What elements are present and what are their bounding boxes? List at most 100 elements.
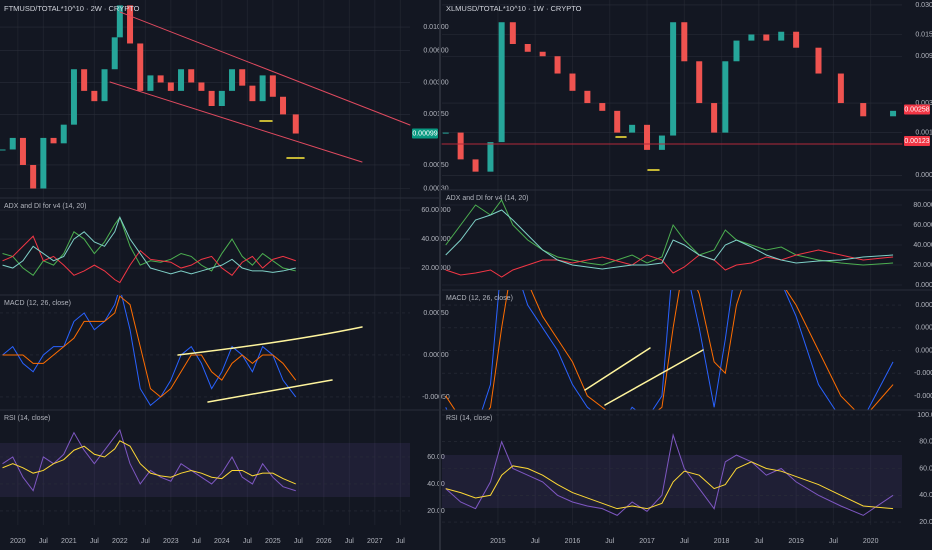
pane-label: RSI (14, close) <box>4 415 50 422</box>
candle <box>127 5 134 44</box>
pane-label: RSI (14, close) <box>446 415 492 422</box>
candle <box>147 75 154 91</box>
candle <box>599 103 606 111</box>
candle <box>137 43 144 91</box>
y-tick-label: 20.00000 <box>421 265 450 272</box>
candle <box>837 73 844 104</box>
y-tick-label: 0.00030 <box>423 185 448 192</box>
indicator-line <box>445 433 894 516</box>
y-tick-label: 0.00150 <box>423 111 448 118</box>
candle <box>509 22 516 44</box>
chart-title: FTMUSD/TOTAL*10^10 · 2W · CRYPTO <box>4 4 140 13</box>
y-tick-label: 0.01000 <box>423 24 448 31</box>
x-tick-label: 2020 <box>10 538 26 545</box>
candle <box>50 137 57 144</box>
indicator-line <box>2 428 296 492</box>
y-tick-label: 40.00 <box>427 481 445 488</box>
candle <box>280 96 287 115</box>
candle <box>554 56 561 74</box>
rsi-band <box>442 455 902 508</box>
candle <box>457 132 464 160</box>
price-label: 0.00099 <box>412 130 437 137</box>
price-label-box <box>904 104 930 115</box>
y-tick-label: 60.00 <box>427 454 445 461</box>
candle <box>269 75 276 97</box>
rsi-band <box>0 443 410 497</box>
candle <box>178 69 185 91</box>
candle <box>292 114 299 134</box>
pane-plot <box>0 5 299 189</box>
x-tick-label: 2026 <box>316 538 332 545</box>
y-tick-label: 20.00 <box>427 508 445 515</box>
x-tick-label: Jul <box>396 538 405 545</box>
candle <box>815 47 822 74</box>
x-tick-label: 2027 <box>367 538 383 545</box>
x-tick-label: 2023 <box>163 538 179 545</box>
trend-line <box>177 326 363 356</box>
candle <box>722 61 729 133</box>
indicator-line <box>2 216 296 276</box>
candle <box>763 34 770 41</box>
y-tick-label: 40.00000 <box>421 236 450 243</box>
pane-label: MACD (12, 26, close) <box>4 300 71 307</box>
pane-plot <box>2 428 296 492</box>
x-tick-label: Jul <box>680 538 689 545</box>
y-tick-label: 0.00150 <box>915 129 932 136</box>
y-tick-label: 0.00300 <box>915 100 932 107</box>
y-tick-label: 40.00000 <box>913 242 932 249</box>
candle <box>644 124 651 150</box>
y-tick-label: 0.00000 <box>915 347 932 354</box>
candle <box>793 31 800 48</box>
y-tick-label: 40.00 <box>919 492 932 499</box>
x-tick-label: 2022 <box>112 538 128 545</box>
trend-line <box>584 347 651 391</box>
x-tick-label: 2016 <box>565 538 581 545</box>
candle <box>249 85 256 102</box>
y-tick-label: 80.00 <box>919 439 932 446</box>
candle <box>733 40 740 62</box>
candle <box>614 110 621 133</box>
candle <box>524 43 531 52</box>
candle <box>40 137 47 189</box>
candle <box>498 22 505 143</box>
x-tick-label: 2017 <box>639 538 655 545</box>
pane-label: ADX and DI for v4 (14, 20) <box>446 195 528 202</box>
x-tick-label: Jul <box>605 538 614 545</box>
price-label-box <box>904 136 930 147</box>
pane-plot <box>445 199 894 278</box>
candle <box>629 124 636 133</box>
x-tick-label: 2021 <box>61 538 77 545</box>
indicator-line <box>445 209 894 270</box>
y-tick-label: 0.00900 <box>915 53 932 60</box>
y-tick-label: 20.00000 <box>913 262 932 269</box>
candle <box>81 69 88 91</box>
candle <box>218 90 225 107</box>
candle <box>658 135 665 150</box>
x-tick-label: Jul <box>141 538 150 545</box>
candle <box>259 75 266 102</box>
channel-upper <box>119 11 411 126</box>
candle <box>208 90 215 107</box>
candle <box>487 142 494 172</box>
x-tick-label: Jul <box>39 538 48 545</box>
chart-title: XLMUSD/TOTAL*10^10 · 1W · CRYPTO <box>446 4 582 13</box>
candle <box>19 137 26 165</box>
x-tick-label: Jul <box>294 538 303 545</box>
y-tick-label: 100.00 <box>917 412 932 419</box>
trend-line <box>604 349 704 406</box>
candle <box>229 69 236 91</box>
indicator-line <box>445 249 894 278</box>
candle <box>91 90 98 102</box>
y-tick-label: 0.00055 <box>915 172 932 179</box>
pane-plot <box>445 433 894 516</box>
x-tick-label: 2025 <box>265 538 281 545</box>
candle <box>569 73 576 91</box>
y-tick-label: 60.00000 <box>913 222 932 229</box>
candle <box>472 159 479 172</box>
candle <box>30 164 37 189</box>
candle <box>539 51 546 57</box>
